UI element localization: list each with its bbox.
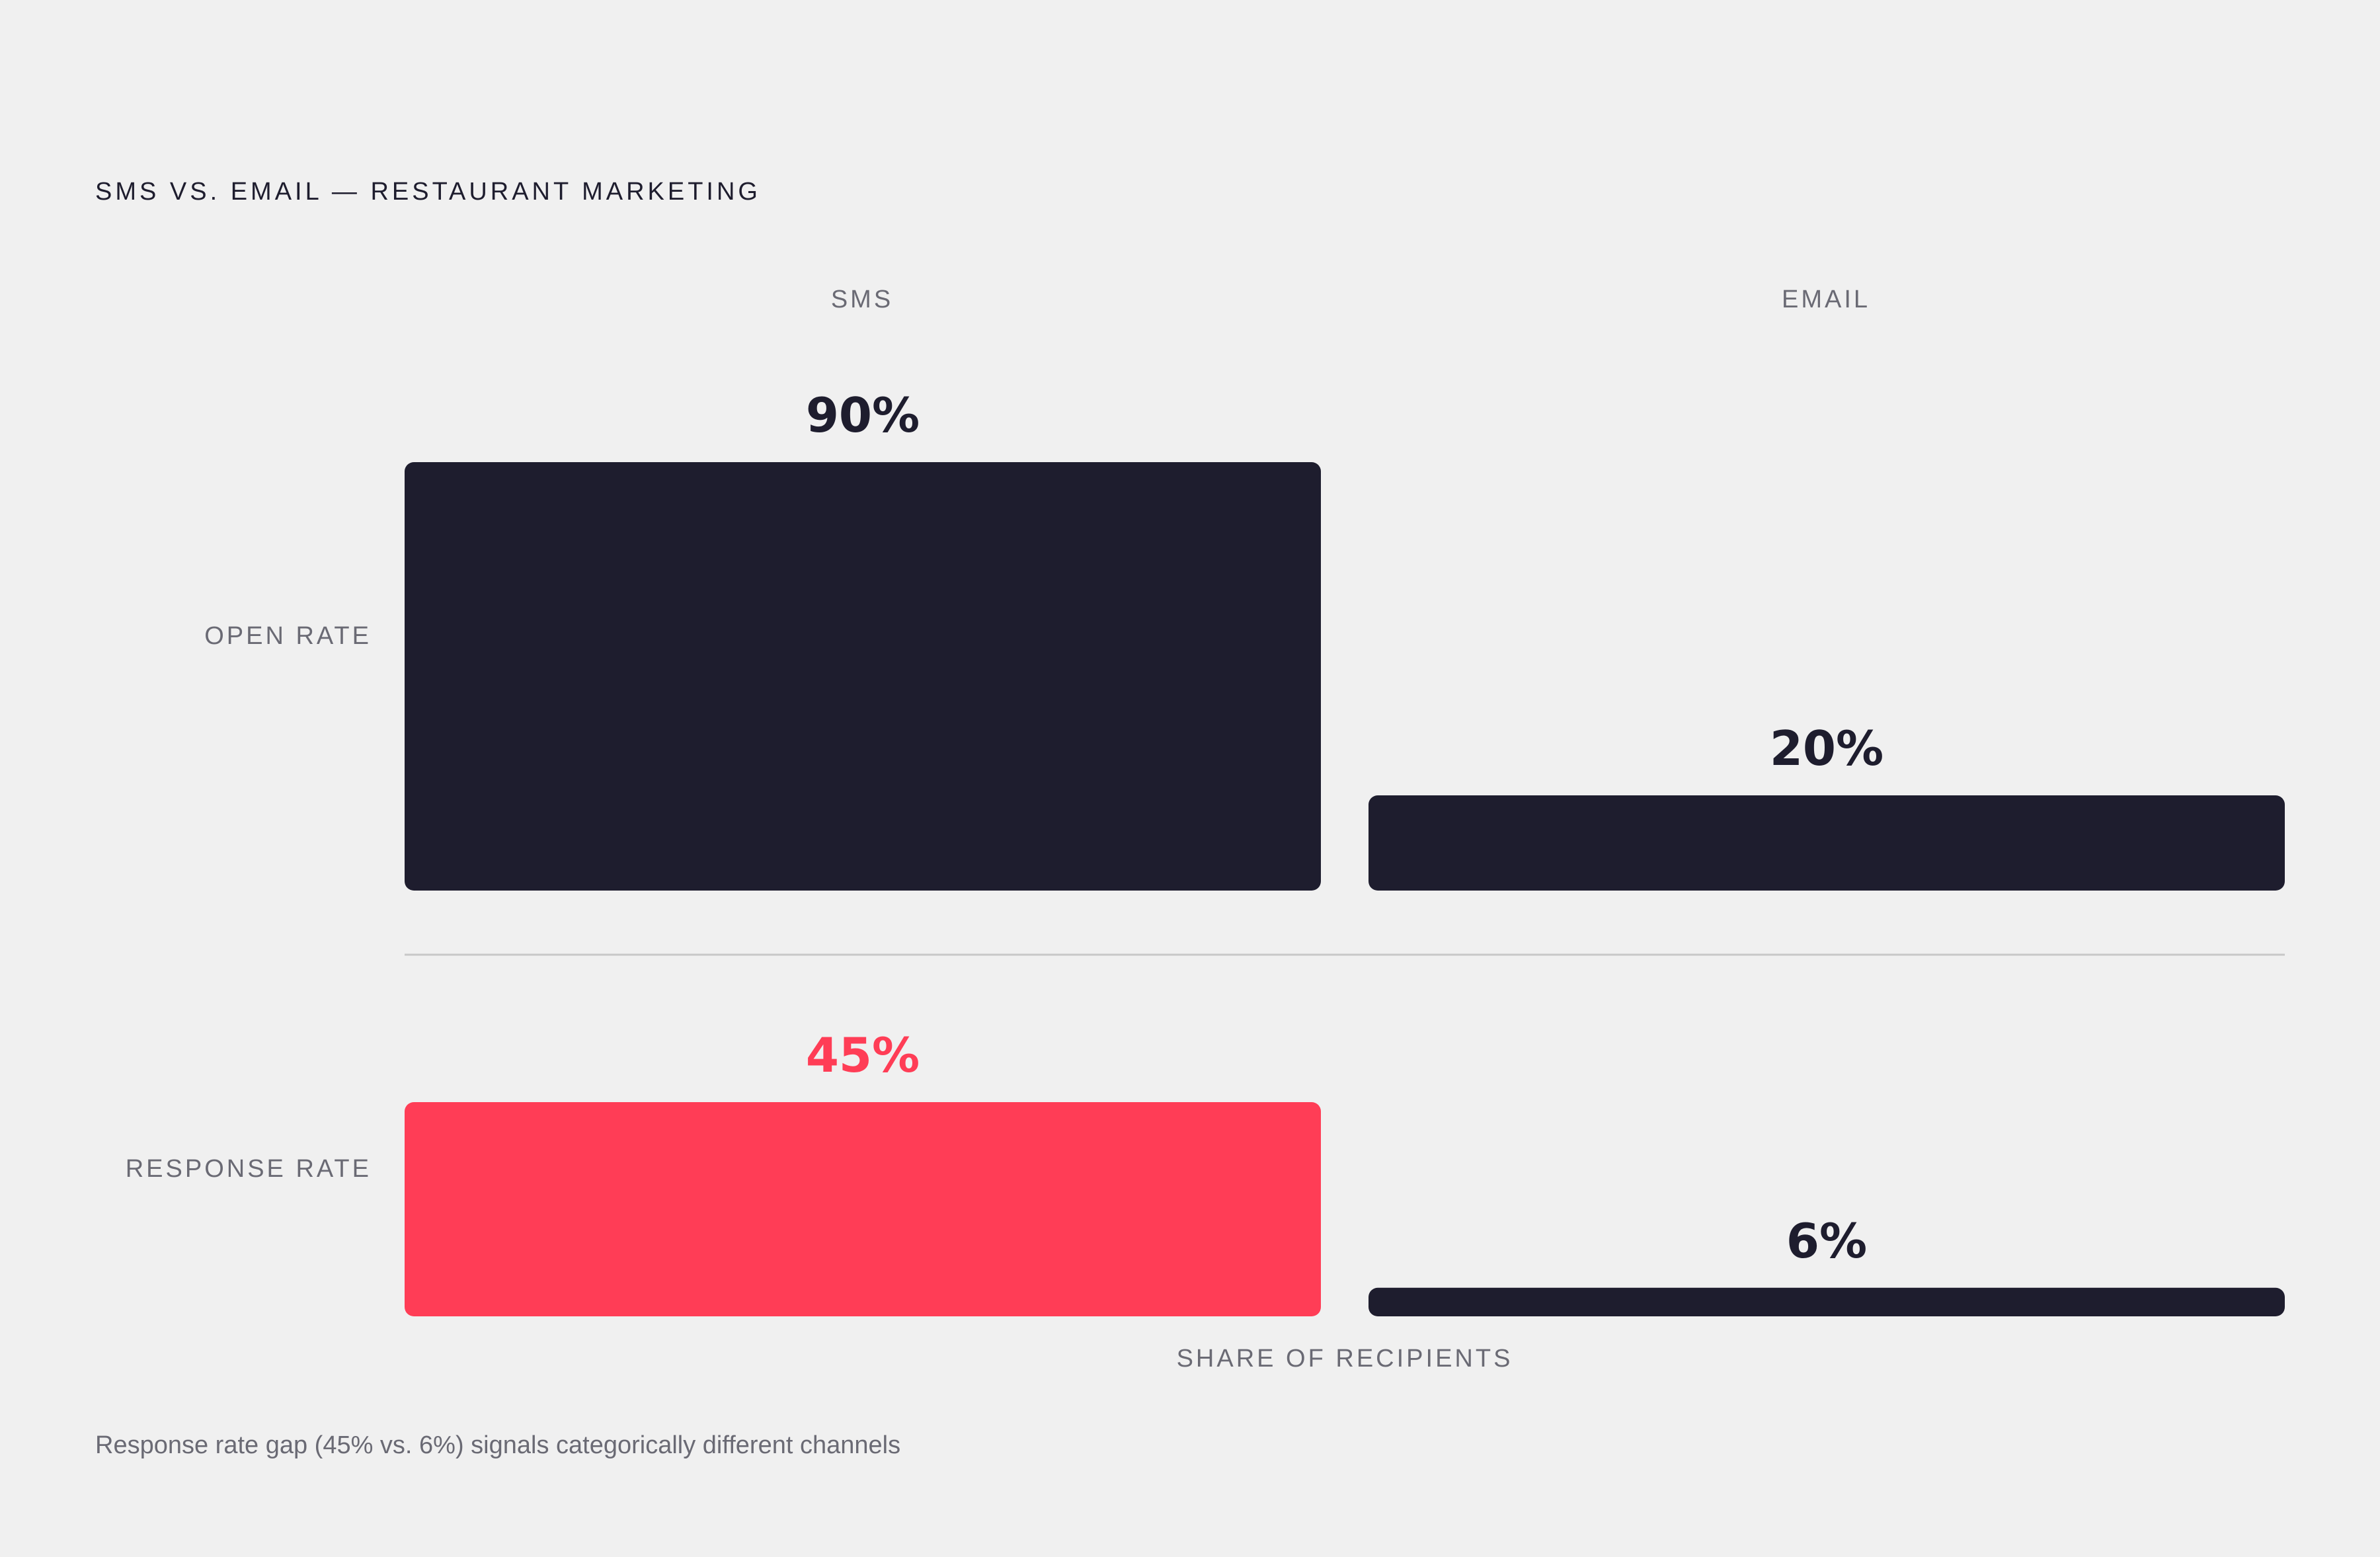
bar-open-rate-sms: [405, 462, 1321, 891]
value-label-response-rate-sms: 45%: [806, 1027, 920, 1083]
row-label-open-rate: OPEN RATE: [204, 622, 372, 650]
bar-response-rate-email: [1368, 1287, 2285, 1316]
chart-title: SMS VS. EMAIL — RESTAURANT MARKETING: [95, 178, 761, 206]
value-label-open-rate-sms: 90%: [806, 387, 920, 443]
column-label-email: EMAIL: [1782, 286, 1870, 313]
value-label-response-rate-email: 6%: [1786, 1213, 1867, 1269]
row-label-response-rate: RESPONSE RATE: [126, 1155, 372, 1183]
column-label-sms: SMS: [831, 286, 893, 313]
chart-caption: Response rate gap (45% vs. 6%) signals c…: [95, 1431, 900, 1459]
x-axis-label: SHARE OF RECIPIENTS: [1177, 1345, 1513, 1373]
value-label-open-rate-email: 20%: [1770, 721, 1884, 776]
bar-open-rate-email: [1368, 795, 2285, 891]
chart-marks: 90% 20% 45% 6%: [405, 387, 2285, 1316]
bar-response-rate-sms: [405, 1102, 1321, 1316]
